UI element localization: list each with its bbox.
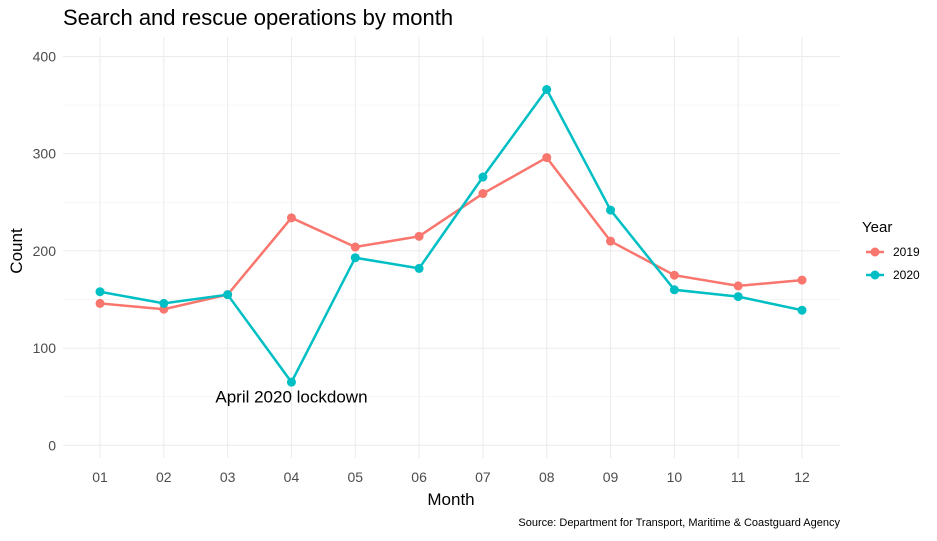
x-tick-label: 03: [220, 469, 236, 485]
y-tick-label: 400: [33, 48, 57, 64]
x-tick-label: 06: [411, 469, 427, 485]
x-tick-label: 01: [92, 469, 108, 485]
data-point-2020: [159, 298, 169, 308]
x-tick-label: 11: [731, 469, 746, 485]
x-tick-label: 02: [156, 469, 172, 485]
x-tick-label: 08: [539, 469, 555, 485]
data-point-2019: [414, 231, 424, 241]
data-point-2020: [350, 253, 360, 263]
data-point-2019: [669, 270, 679, 280]
legend-title: Year: [862, 219, 892, 236]
data-point-2020: [414, 263, 424, 273]
data-point-2019: [542, 153, 552, 163]
data-point-2019: [286, 213, 296, 223]
x-tick-label: 04: [284, 469, 300, 485]
data-point-2019: [606, 236, 616, 246]
y-axis-label: Count: [7, 228, 26, 274]
data-point-2020: [478, 172, 488, 182]
annotation-lockdown: April 2020 lockdown: [215, 388, 367, 407]
y-tick-label: 100: [33, 340, 57, 356]
legend-marker-2019: [870, 247, 880, 257]
legend-label-2020: 2020: [893, 268, 920, 282]
x-tick-label: 10: [667, 469, 683, 485]
x-tick-label: 09: [603, 469, 619, 485]
data-point-2020: [797, 305, 807, 315]
chart-title: Search and rescue operations by month: [63, 5, 453, 30]
data-point-2019: [797, 275, 807, 285]
legend-label-2019: 2019: [893, 245, 920, 259]
series-line-2020: [99, 87, 803, 385]
data-point-2020: [542, 85, 552, 95]
x-tick-label: 05: [347, 469, 363, 485]
data-point-2020: [286, 377, 296, 387]
data-point-2019: [478, 189, 488, 199]
data-point-2020: [669, 285, 679, 295]
x-axis-label: Month: [427, 490, 474, 509]
series-line-2019: [99, 155, 803, 311]
data-point-2019: [350, 242, 360, 252]
data-point-2019: [95, 298, 105, 308]
legend-marker-2020: [870, 270, 880, 280]
y-tick-label: 300: [33, 146, 57, 162]
data-point-2019: [733, 281, 743, 291]
x-tick-label: 07: [475, 469, 491, 485]
data-point-2020: [95, 287, 105, 297]
data-point-2020: [223, 290, 233, 300]
source-caption: Source: Department for Transport, Mariti…: [518, 517, 840, 529]
data-point-2020: [606, 205, 616, 215]
x-tick-label: 12: [794, 469, 810, 485]
y-tick-label: 0: [48, 437, 56, 453]
data-point-2020: [733, 292, 743, 302]
y-tick-label: 200: [33, 243, 57, 259]
